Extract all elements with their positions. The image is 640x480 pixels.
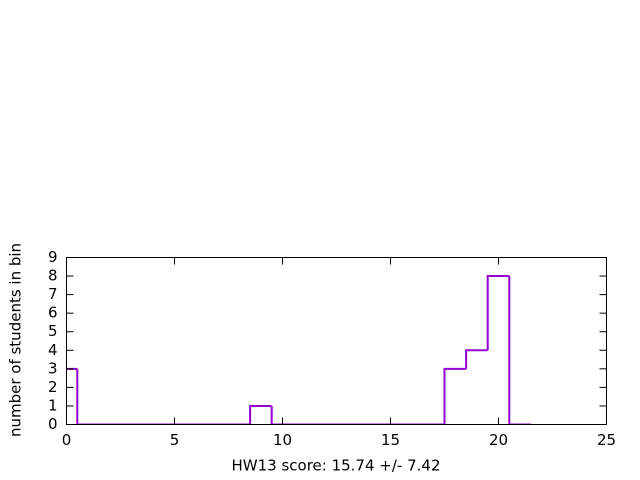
x-tick-label: 25: [597, 431, 616, 449]
y-tick-label: 3: [48, 359, 58, 377]
x-tick-label: 0: [62, 431, 72, 449]
x-tick-label: 5: [170, 431, 180, 449]
y-tick-label: 2: [48, 378, 58, 396]
histogram-step: [443, 367, 467, 425]
y-tick-label: 1: [48, 396, 58, 414]
x-axis-label: HW13 score: 15.74 +/- 7.42: [231, 457, 440, 475]
plot-area: [66, 275, 531, 425]
y-tick-label: 9: [48, 248, 58, 266]
y-tick-label: 5: [48, 322, 58, 340]
y-axis-label: number of students in bin: [7, 243, 25, 437]
y-tick-label: 4: [48, 341, 58, 359]
x-tick-label: 20: [489, 431, 508, 449]
x-tick-label: 15: [381, 431, 400, 449]
y-tick-label: 0: [48, 415, 58, 433]
histogram-step: [249, 404, 272, 425]
y-tick-label: 8: [48, 267, 58, 285]
histogram-step: [508, 276, 531, 425]
plot-frame: [66, 257, 607, 425]
y-tick-label: 7: [48, 285, 58, 303]
histogram-step: [486, 275, 510, 351]
histogram-step: [465, 349, 488, 369]
histogram-step: [76, 368, 99, 425]
x-tick-label: 10: [273, 431, 292, 449]
y-tick-label: 6: [48, 304, 58, 322]
